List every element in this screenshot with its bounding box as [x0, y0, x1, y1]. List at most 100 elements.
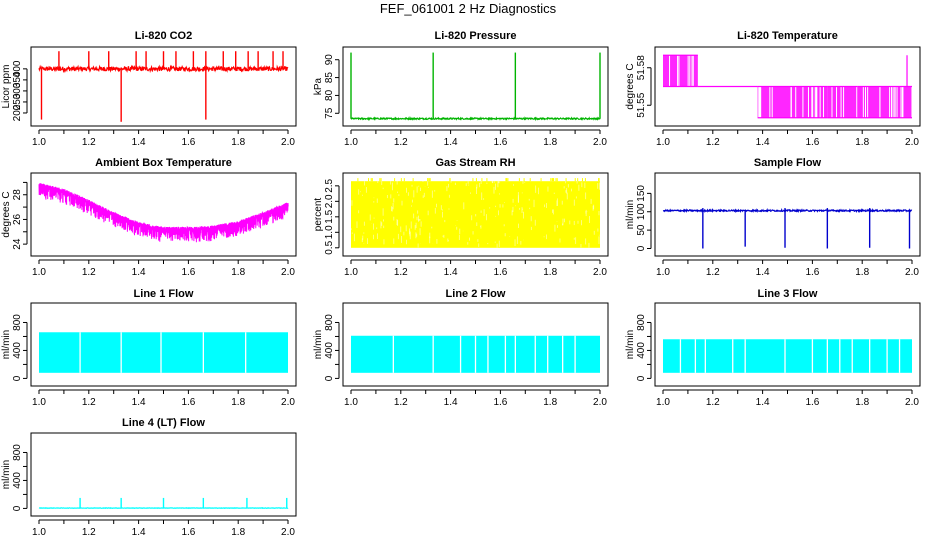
x-tick-label: 1.2 — [82, 137, 96, 148]
data-layer — [39, 332, 288, 373]
plot-frame — [342, 302, 609, 387]
y-tick-label: 0.5 — [324, 240, 335, 254]
x-tick-label: 1.2 — [82, 267, 96, 278]
data-band — [39, 332, 288, 373]
x-tick-label: 1.0 — [656, 397, 670, 408]
data-layer — [663, 54, 913, 119]
plot-frame — [30, 172, 297, 257]
data-layer — [38, 497, 289, 510]
x-tick-label: 1.4 — [756, 137, 770, 148]
y-tick-label: 800 — [12, 444, 23, 461]
y-tick-label: 0 — [636, 375, 647, 381]
y-axis-label: Licor ppm — [1, 65, 12, 109]
plot-frame — [30, 46, 297, 127]
data-layer — [38, 183, 289, 243]
panel-title: Gas Stream RH — [435, 157, 515, 169]
x-tick-label: 1.4 — [132, 397, 146, 408]
x-tick-label: 1.0 — [344, 397, 358, 408]
x-tick-label: 1.6 — [805, 137, 819, 148]
x-tick-label: 1.8 — [231, 527, 245, 538]
x-tick-label: 1.6 — [181, 137, 195, 148]
x-tick-label: 1.6 — [181, 397, 195, 408]
panel-title: Li-820 Temperature — [737, 30, 838, 42]
x-tick-label: 1.6 — [493, 267, 507, 278]
y-tick-label: 400 — [12, 342, 23, 359]
panel-title: Li-820 Pressure — [435, 30, 517, 42]
x-tick-label: 2.0 — [593, 137, 607, 148]
panel-title: Ambient Box Temperature — [95, 157, 232, 169]
x-tick-label: 1.4 — [132, 527, 146, 538]
x-tick-label: 2.0 — [593, 267, 607, 278]
y-tick-label: 150 — [636, 185, 647, 202]
x-tick-label: 1.2 — [82, 527, 96, 538]
x-tick-label: 1.0 — [32, 527, 46, 538]
data-layer — [662, 207, 913, 249]
x-tick-label: 2.0 — [281, 137, 295, 148]
x-tick-label: 2.0 — [905, 397, 919, 408]
x-tick-label: 2.0 — [281, 397, 295, 408]
step-band — [663, 55, 698, 87]
panel-6: Line 1 Flow 1.0 1.2 1.4 1.6 1.8 2.0 0 400 800ml/m… — [1, 288, 297, 408]
panel-title: Line 4 (LT) Flow — [122, 417, 205, 429]
x-tick-label: 1.6 — [805, 267, 819, 278]
panel-1: Li-820 Pressure 1.0 1.2 1.4 1.6 1.8 2.0 75 80 85 9… — [313, 30, 609, 148]
y-axis-label: ml/min — [625, 330, 636, 359]
x-tick-label: 1.0 — [656, 137, 670, 148]
panel-8: Line 3 Flow 1.0 1.2 1.4 1.6 1.8 2.0 0 400 800ml/m… — [625, 288, 921, 408]
y-tick-label: 1.5 — [324, 209, 335, 223]
y-tick-label: 800 — [324, 314, 335, 331]
y-tick-label: 800 — [12, 314, 23, 331]
x-tick-label: 1.4 — [444, 137, 458, 148]
plot-frame — [342, 46, 609, 127]
panel-title: Line 1 Flow — [134, 288, 194, 300]
y-tick-label: 51.58 — [636, 55, 647, 80]
y-tick-label: 100 — [636, 203, 647, 220]
x-tick-label: 1.0 — [344, 137, 358, 148]
x-tick-label: 1.6 — [493, 397, 507, 408]
x-tick-label: 2.0 — [593, 397, 607, 408]
x-tick-label: 1.4 — [444, 267, 458, 278]
data-series — [662, 207, 913, 214]
x-tick-label: 1.8 — [543, 397, 557, 408]
x-tick-label: 1.4 — [132, 137, 146, 148]
data-layer — [663, 339, 912, 373]
panel-title: Li-820 CO2 — [135, 30, 192, 42]
y-tick-label: 75 — [324, 107, 335, 119]
y-axis-label: ml/min — [313, 330, 324, 359]
y-tick-label: 400 — [12, 472, 23, 489]
x-tick-label: 1.2 — [82, 397, 96, 408]
x-tick-label: 1.4 — [756, 397, 770, 408]
y-tick-label: 26 — [12, 213, 23, 225]
x-tick-label: 2.0 — [281, 527, 295, 538]
x-tick-label: 2.0 — [905, 137, 919, 148]
x-tick-label: 1.2 — [706, 397, 720, 408]
y-tick-label: 85 — [324, 72, 335, 84]
x-tick-label: 1.8 — [231, 267, 245, 278]
x-tick-label: 1.2 — [394, 267, 408, 278]
x-tick-label: 1.4 — [132, 267, 146, 278]
x-tick-label: 1.0 — [656, 267, 670, 278]
x-tick-label: 1.8 — [231, 137, 245, 148]
y-tick-label: 50 — [636, 224, 647, 236]
y-tick-label: 300 — [12, 82, 23, 99]
y-axis-label: percent — [313, 198, 324, 232]
panel-5: Sample Flow 1.0 1.2 1.4 1.6 1.8 2.0 0 50 100150ml… — [625, 157, 921, 278]
x-tick-label: 1.0 — [344, 267, 358, 278]
y-axis-label: ml/min — [1, 460, 12, 489]
y-tick-label: 350 — [12, 71, 23, 88]
x-tick-label: 1.2 — [394, 137, 408, 148]
x-tick-label: 1.4 — [756, 267, 770, 278]
y-tick-label: 800 — [636, 314, 647, 331]
y-axis-label: ml/min — [625, 200, 636, 229]
y-tick-label: 2.0 — [324, 194, 335, 208]
x-tick-label: 1.8 — [543, 137, 557, 148]
y-tick-label: 400 — [12, 60, 23, 77]
x-tick-label: 1.8 — [231, 397, 245, 408]
plot-frame — [654, 302, 921, 387]
plot-frame — [30, 302, 297, 387]
y-tick-label: 24 — [12, 238, 23, 250]
panel-0: Li-820 CO2 1.0 1.2 1.4 1.6 1.8 2.0 200250300350… — [1, 30, 297, 148]
x-tick-label: 1.8 — [855, 137, 869, 148]
y-axis-label: kPa — [313, 77, 324, 95]
